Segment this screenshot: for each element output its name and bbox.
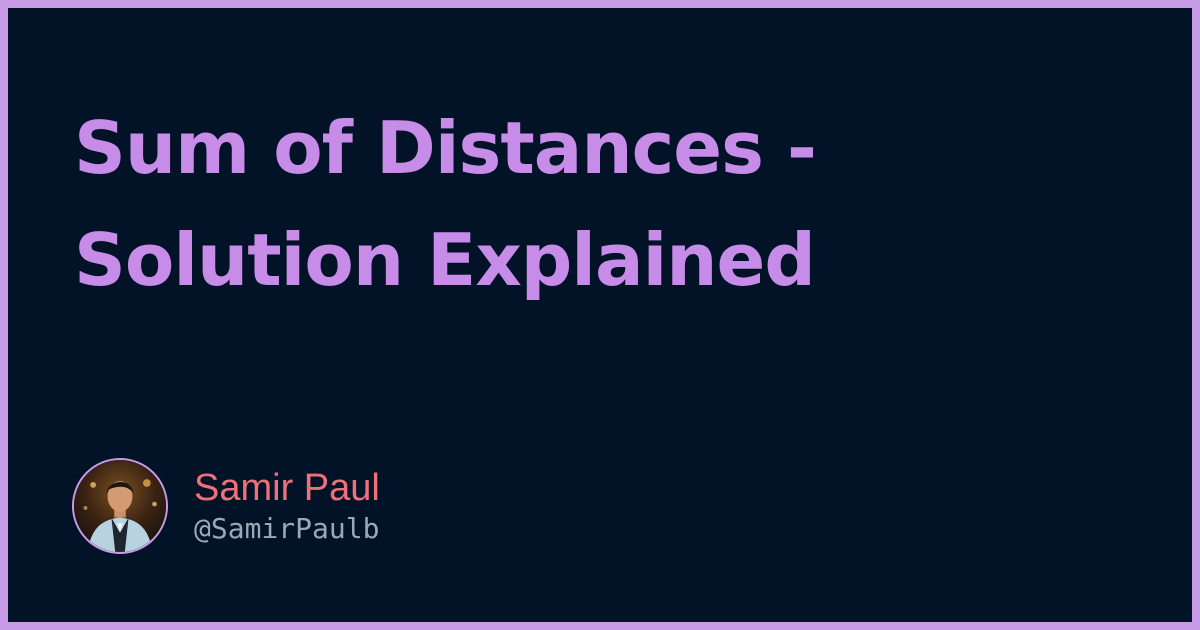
author-name: Samir Paul	[194, 467, 380, 509]
author-handle: @SamirPaulb	[194, 512, 380, 545]
author-block: Samir Paul @SamirPaulb	[72, 458, 380, 554]
author-details: Samir Paul @SamirPaulb	[194, 466, 380, 546]
author-photo-icon	[74, 460, 166, 552]
page-title: Sum of Distances - Solution Explained	[74, 106, 817, 302]
social-card: Sum of Distances - Solution Explained	[8, 8, 1192, 622]
avatar	[72, 458, 168, 554]
